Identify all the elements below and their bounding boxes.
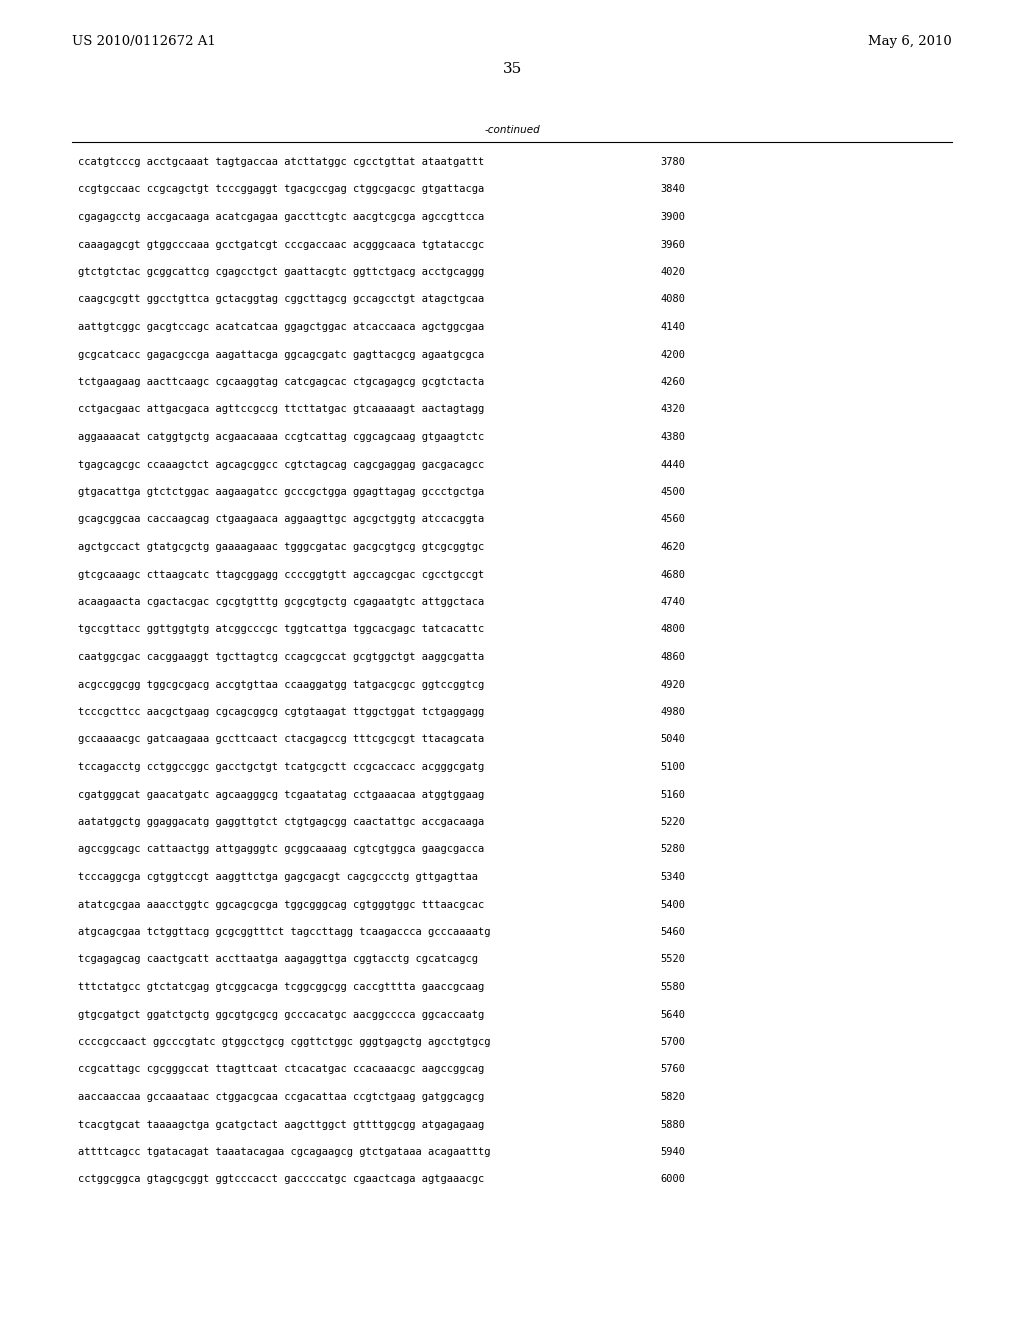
Text: 4680: 4680 (660, 569, 685, 579)
Text: aggaaaacat catggtgctg acgaacaaaa ccgtcattag cggcagcaag gtgaagtctc: aggaaaacat catggtgctg acgaacaaaa ccgtcat… (78, 432, 484, 442)
Text: 4260: 4260 (660, 378, 685, 387)
Text: 5340: 5340 (660, 873, 685, 882)
Text: 5220: 5220 (660, 817, 685, 828)
Text: tgccgttacc ggttggtgtg atcggcccgc tggtcattga tggcacgagc tatcacattc: tgccgttacc ggttggtgtg atcggcccgc tggtcat… (78, 624, 484, 635)
Text: cctgacgaac attgacgaca agttccgccg ttcttatgac gtcaaaaagt aactagtagg: cctgacgaac attgacgaca agttccgccg ttcttat… (78, 404, 484, 414)
Text: 5760: 5760 (660, 1064, 685, 1074)
Text: 3840: 3840 (660, 185, 685, 194)
Text: 4020: 4020 (660, 267, 685, 277)
Text: tcccgcttcc aacgctgaag cgcagcggcg cgtgtaagat ttggctggat tctgaggagg: tcccgcttcc aacgctgaag cgcagcggcg cgtgtaa… (78, 708, 484, 717)
Text: tcacgtgcat taaaagctga gcatgctact aagcttggct gttttggcgg atgagagaag: tcacgtgcat taaaagctga gcatgctact aagcttg… (78, 1119, 484, 1130)
Text: ccgcattagc cgcgggccat ttagttcaat ctcacatgac ccacaaacgc aagccggcag: ccgcattagc cgcgggccat ttagttcaat ctcacat… (78, 1064, 484, 1074)
Text: aatatggctg ggaggacatg gaggttgtct ctgtgagcgg caactattgc accgacaaga: aatatggctg ggaggacatg gaggttgtct ctgtgag… (78, 817, 484, 828)
Text: cctggcggca gtagcgcggt ggtcccacct gaccccatgc cgaactcaga agtgaaacgc: cctggcggca gtagcgcggt ggtcccacct gacccca… (78, 1175, 484, 1184)
Text: 4740: 4740 (660, 597, 685, 607)
Text: gcagcggcaa caccaagcag ctgaagaaca aggaagttgc agcgctggtg atccacggta: gcagcggcaa caccaagcag ctgaagaaca aggaagt… (78, 515, 484, 524)
Text: 5880: 5880 (660, 1119, 685, 1130)
Text: 4800: 4800 (660, 624, 685, 635)
Text: gtgcgatgct ggatctgctg ggcgtgcgcg gcccacatgc aacggcccca ggcaccaatg: gtgcgatgct ggatctgctg ggcgtgcgcg gcccaca… (78, 1010, 484, 1019)
Text: 5400: 5400 (660, 899, 685, 909)
Text: acgccggcgg tggcgcgacg accgtgttaa ccaaggatgg tatgacgcgc ggtccggtcg: acgccggcgg tggcgcgacg accgtgttaa ccaagga… (78, 680, 484, 689)
Text: 5160: 5160 (660, 789, 685, 800)
Text: gtctgtctac gcggcattcg cgagcctgct gaattacgtc ggttctgacg acctgcaggg: gtctgtctac gcggcattcg cgagcctgct gaattac… (78, 267, 484, 277)
Text: US 2010/0112672 A1: US 2010/0112672 A1 (72, 36, 216, 48)
Text: caaagagcgt gtggcccaaa gcctgatcgt cccgaccaac acgggcaaca tgtataccgc: caaagagcgt gtggcccaaa gcctgatcgt cccgacc… (78, 239, 484, 249)
Text: 4620: 4620 (660, 543, 685, 552)
Text: attttcagcc tgatacagat taaatacagaa cgcagaagcg gtctgataaa acagaatttg: attttcagcc tgatacagat taaatacagaa cgcaga… (78, 1147, 490, 1158)
Text: 5700: 5700 (660, 1038, 685, 1047)
Text: 35: 35 (503, 62, 521, 77)
Text: agccggcagc cattaactgg attgagggtc gcggcaaaag cgtcgtggca gaagcgacca: agccggcagc cattaactgg attgagggtc gcggcaa… (78, 845, 484, 854)
Text: 4860: 4860 (660, 652, 685, 663)
Text: 5580: 5580 (660, 982, 685, 993)
Text: ccatgtcccg acctgcaaat tagtgaccaa atcttatggc cgcctgttat ataatgattt: ccatgtcccg acctgcaaat tagtgaccaa atcttat… (78, 157, 484, 168)
Text: aaccaaccaa gccaaataac ctggacgcaa ccgacattaa ccgtctgaag gatggcagcg: aaccaaccaa gccaaataac ctggacgcaa ccgacat… (78, 1092, 484, 1102)
Text: ccgtgccaac ccgcagctgt tcccggaggt tgacgccgag ctggcgacgc gtgattacga: ccgtgccaac ccgcagctgt tcccggaggt tgacgcc… (78, 185, 484, 194)
Text: 4320: 4320 (660, 404, 685, 414)
Text: 5820: 5820 (660, 1092, 685, 1102)
Text: 3780: 3780 (660, 157, 685, 168)
Text: gtcgcaaagc cttaagcatc ttagcggagg ccccggtgtt agccagcgac cgcctgccgt: gtcgcaaagc cttaagcatc ttagcggagg ccccggt… (78, 569, 484, 579)
Text: 4920: 4920 (660, 680, 685, 689)
Text: 6000: 6000 (660, 1175, 685, 1184)
Text: caagcgcgtt ggcctgttca gctacggtag cggcttagcg gccagcctgt atagctgcaa: caagcgcgtt ggcctgttca gctacggtag cggctta… (78, 294, 484, 305)
Text: gccaaaacgc gatcaagaaa gccttcaact ctacgagccg tttcgcgcgt ttacagcata: gccaaaacgc gatcaagaaa gccttcaact ctacgag… (78, 734, 484, 744)
Text: 5040: 5040 (660, 734, 685, 744)
Text: 4080: 4080 (660, 294, 685, 305)
Text: tcccaggcga cgtggtccgt aaggttctga gagcgacgt cagcgccctg gttgagttaa: tcccaggcga cgtggtccgt aaggttctga gagcgac… (78, 873, 478, 882)
Text: 4980: 4980 (660, 708, 685, 717)
Text: aattgtcggc gacgtccagc acatcatcaa ggagctggac atcaccaaca agctggcgaa: aattgtcggc gacgtccagc acatcatcaa ggagctg… (78, 322, 484, 333)
Text: May 6, 2010: May 6, 2010 (868, 36, 952, 48)
Text: 4500: 4500 (660, 487, 685, 498)
Text: atgcagcgaa tctggttacg gcgcggtttct tagccttagg tcaagaccca gcccaaaatg: atgcagcgaa tctggttacg gcgcggtttct tagcct… (78, 927, 490, 937)
Text: 5280: 5280 (660, 845, 685, 854)
Text: 5940: 5940 (660, 1147, 685, 1158)
Text: gtgacattga gtctctggac aagaagatcc gcccgctgga ggagttagag gccctgctga: gtgacattga gtctctggac aagaagatcc gcccgct… (78, 487, 484, 498)
Text: cgatgggcat gaacatgatc agcaagggcg tcgaatatag cctgaaacaa atggtggaag: cgatgggcat gaacatgatc agcaagggcg tcgaata… (78, 789, 484, 800)
Text: tccagacctg cctggccggc gacctgctgt tcatgcgctt ccgcaccacc acgggcgatg: tccagacctg cctggccggc gacctgctgt tcatgcg… (78, 762, 484, 772)
Text: ccccgccaact ggcccgtatc gtggcctgcg cggttctggc gggtgagctg agcctgtgcg: ccccgccaact ggcccgtatc gtggcctgcg cggttc… (78, 1038, 490, 1047)
Text: 5640: 5640 (660, 1010, 685, 1019)
Text: 5100: 5100 (660, 762, 685, 772)
Text: 5460: 5460 (660, 927, 685, 937)
Text: agctgccact gtatgcgctg gaaaagaaac tgggcgatac gacgcgtgcg gtcgcggtgc: agctgccact gtatgcgctg gaaaagaaac tgggcga… (78, 543, 484, 552)
Text: 4560: 4560 (660, 515, 685, 524)
Text: caatggcgac cacggaaggt tgcttagtcg ccagcgccat gcgtggctgt aaggcgatta: caatggcgac cacggaaggt tgcttagtcg ccagcgc… (78, 652, 484, 663)
Text: atatcgcgaa aaacctggtc ggcagcgcga tggcgggcag cgtgggtggc tttaacgcac: atatcgcgaa aaacctggtc ggcagcgcga tggcggg… (78, 899, 484, 909)
Text: 4200: 4200 (660, 350, 685, 359)
Text: -continued: -continued (484, 125, 540, 135)
Text: 4140: 4140 (660, 322, 685, 333)
Text: tctgaagaag aacttcaagc cgcaaggtag catcgagcac ctgcagagcg gcgtctacta: tctgaagaag aacttcaagc cgcaaggtag catcgag… (78, 378, 484, 387)
Text: tgagcagcgc ccaaagctct agcagcggcc cgtctagcag cagcgaggag gacgacagcc: tgagcagcgc ccaaagctct agcagcggcc cgtctag… (78, 459, 484, 470)
Text: 4440: 4440 (660, 459, 685, 470)
Text: acaagaacta cgactacgac cgcgtgtttg gcgcgtgctg cgagaatgtc attggctaca: acaagaacta cgactacgac cgcgtgtttg gcgcgtg… (78, 597, 484, 607)
Text: tcgagagcag caactgcatt accttaatga aagaggttga cggtacctg cgcatcagcg: tcgagagcag caactgcatt accttaatga aagaggt… (78, 954, 478, 965)
Text: 5520: 5520 (660, 954, 685, 965)
Text: cgagagcctg accgacaaga acatcgagaa gaccttcgtc aacgtcgcga agccgttcca: cgagagcctg accgacaaga acatcgagaa gaccttc… (78, 213, 484, 222)
Text: 3960: 3960 (660, 239, 685, 249)
Text: 3900: 3900 (660, 213, 685, 222)
Text: gcgcatcacc gagacgccga aagattacga ggcagcgatc gagttacgcg agaatgcgca: gcgcatcacc gagacgccga aagattacga ggcagcg… (78, 350, 484, 359)
Text: 4380: 4380 (660, 432, 685, 442)
Text: tttctatgcc gtctatcgag gtcggcacga tcggcggcgg caccgtttta gaaccgcaag: tttctatgcc gtctatcgag gtcggcacga tcggcgg… (78, 982, 484, 993)
